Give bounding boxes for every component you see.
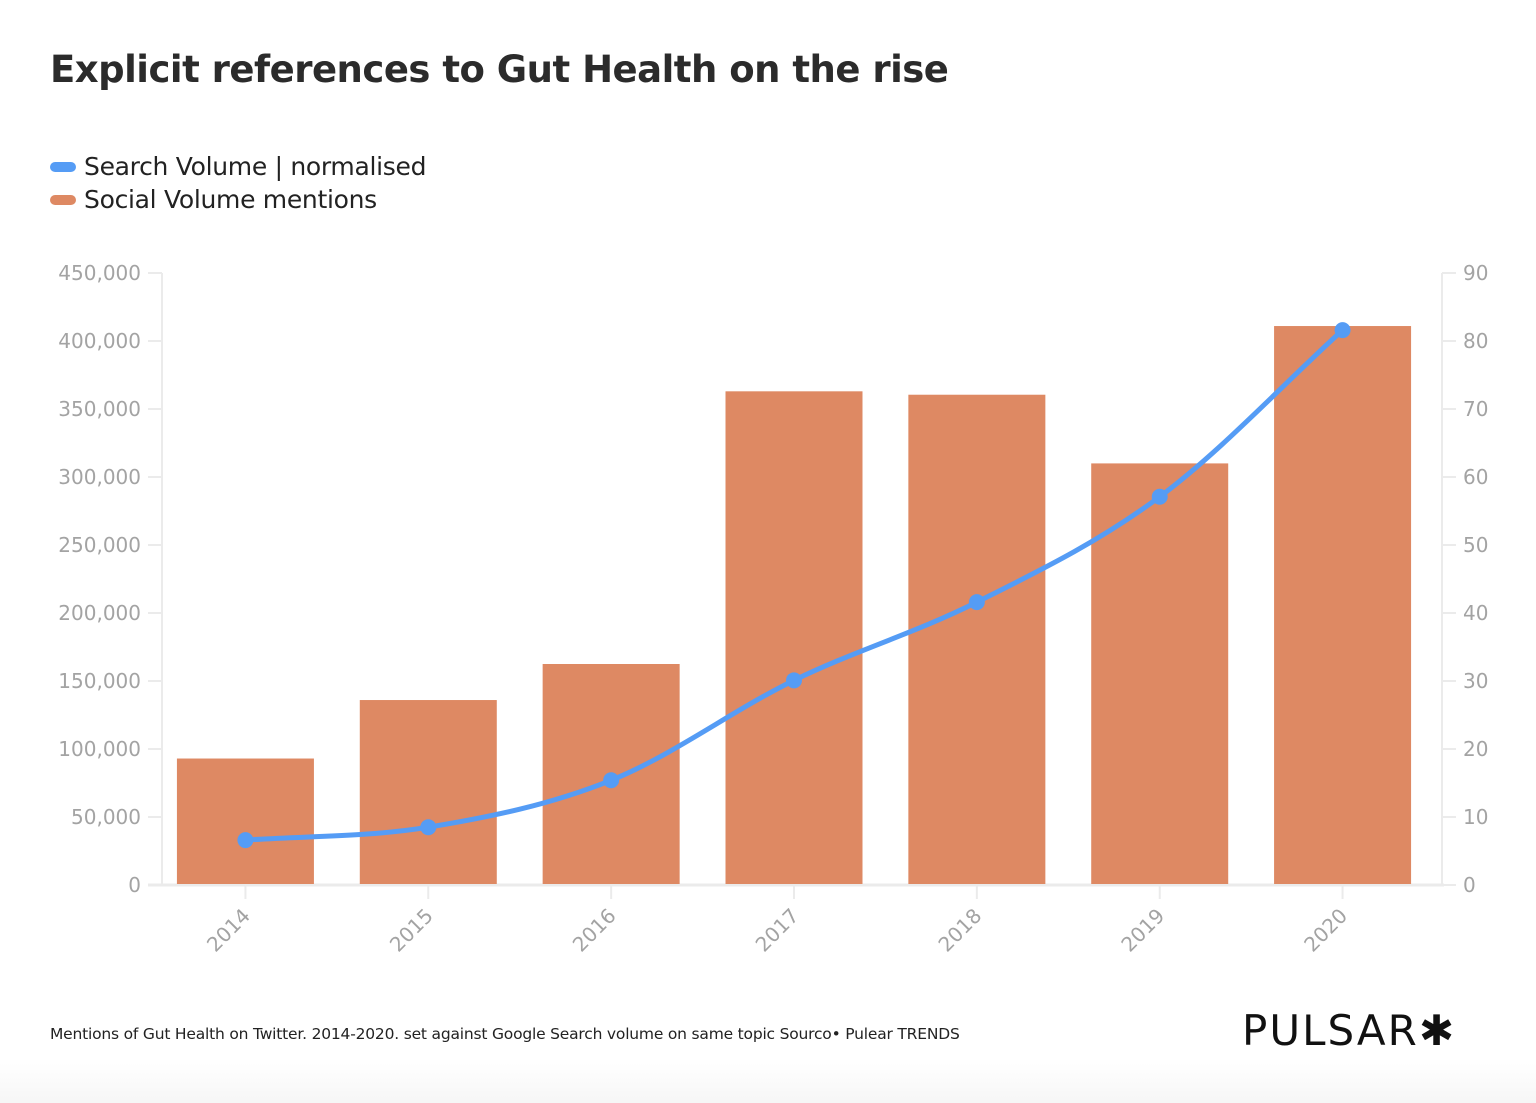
y-left-tick-label: 50,000 bbox=[71, 805, 141, 829]
line-point-2019 bbox=[1151, 488, 1168, 505]
legend-label: Social Volume mentions bbox=[84, 185, 377, 214]
line-series-search-volume bbox=[237, 322, 1351, 849]
x-tick-label: 2014 bbox=[202, 904, 255, 957]
y-right-tick-label: 50 bbox=[1463, 533, 1488, 557]
x-tick-label: 2020 bbox=[1299, 904, 1352, 957]
line-point-2017 bbox=[786, 672, 802, 689]
y-right-tick-label: 20 bbox=[1463, 737, 1488, 761]
line-point-2014 bbox=[237, 832, 254, 849]
page-bottom-fade bbox=[0, 1063, 1536, 1103]
y-right-tick-label: 80 bbox=[1463, 329, 1488, 353]
bar-2018 bbox=[908, 394, 1046, 884]
y-right-tick-label: 0 bbox=[1463, 873, 1476, 897]
y-right-tick-label: 70 bbox=[1463, 397, 1488, 421]
y-left-tick-label: 350,000 bbox=[58, 397, 141, 421]
legend-label: Search Volume | normalised bbox=[84, 152, 427, 181]
y-left-tick-label: 400,000 bbox=[58, 329, 141, 353]
y-left-tick-label: 0 bbox=[128, 873, 141, 897]
y-left-tick-label: 200,000 bbox=[58, 601, 141, 625]
x-tick-label: 2019 bbox=[1116, 904, 1169, 957]
y-left-tick-label: 450,000 bbox=[58, 261, 141, 285]
legend-swatch-social-volume bbox=[50, 194, 76, 205]
x-tick-label: 2016 bbox=[568, 904, 621, 957]
chart-title: Explicit references to Gut Health on the… bbox=[50, 48, 949, 91]
pulsar-logo: PULSAR✱ bbox=[1242, 1006, 1457, 1055]
chart-plot: 0 50,000 100,000 150,000 200,000 250,000 300,0… bbox=[58, 261, 1488, 957]
legend-item-social-volume[interactable]: Social Volume mentions bbox=[50, 183, 426, 216]
line-point-2015 bbox=[420, 819, 437, 836]
y-right-tick-label: 30 bbox=[1463, 669, 1488, 693]
source-footnote: Mentions of Gut Health on Twitter. 2014-… bbox=[50, 1025, 960, 1043]
bar-2020 bbox=[1274, 326, 1412, 884]
bar-2015 bbox=[359, 700, 497, 884]
y-left-tick-label: 150,000 bbox=[58, 669, 141, 693]
y-left-tick-label: 250,000 bbox=[58, 533, 141, 557]
legend: Search Volume | normalised Social Volume… bbox=[50, 150, 426, 216]
legend-item-search-volume[interactable]: Search Volume | normalised bbox=[50, 150, 426, 183]
bar-2017 bbox=[725, 391, 863, 884]
x-tick-label: 2015 bbox=[385, 904, 438, 957]
y-right-tick-label: 10 bbox=[1463, 805, 1488, 829]
y-right-tick-label: 90 bbox=[1463, 261, 1488, 285]
bar-2014 bbox=[176, 758, 314, 884]
y-left-tick-label: 100,000 bbox=[58, 737, 141, 761]
y-left-tick-label: 300,000 bbox=[58, 465, 141, 489]
legend-swatch-search-volume bbox=[50, 161, 76, 172]
x-tick-label: 2017 bbox=[751, 904, 804, 957]
line-point-2016 bbox=[603, 772, 620, 789]
x-tick-label: 2018 bbox=[933, 904, 986, 957]
bar-series-social-volume bbox=[176, 326, 1412, 884]
bar-2019 bbox=[1091, 463, 1229, 884]
line-point-2020 bbox=[1334, 322, 1351, 339]
y-right-tick-label: 60 bbox=[1463, 465, 1488, 489]
y-right-tick-label: 40 bbox=[1463, 601, 1488, 625]
line-point-2018 bbox=[968, 594, 985, 611]
